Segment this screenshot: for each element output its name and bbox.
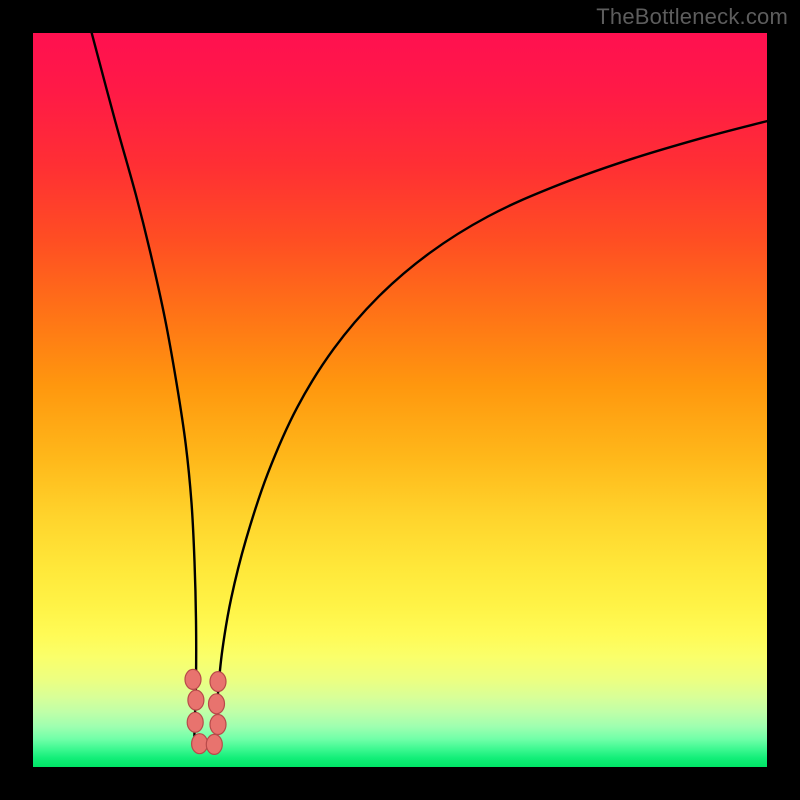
data-marker (206, 734, 222, 754)
gradient-background (33, 33, 767, 767)
data-marker (210, 672, 226, 692)
watermark-text: TheBottleneck.com (596, 4, 788, 30)
chart-svg (33, 33, 767, 767)
plot-area (33, 33, 767, 767)
data-marker (188, 690, 204, 710)
data-marker (210, 715, 226, 735)
data-marker (209, 694, 225, 714)
data-marker (192, 734, 208, 754)
outer-frame: TheBottleneck.com (0, 0, 800, 800)
data-marker (187, 712, 203, 732)
data-marker (185, 669, 201, 689)
